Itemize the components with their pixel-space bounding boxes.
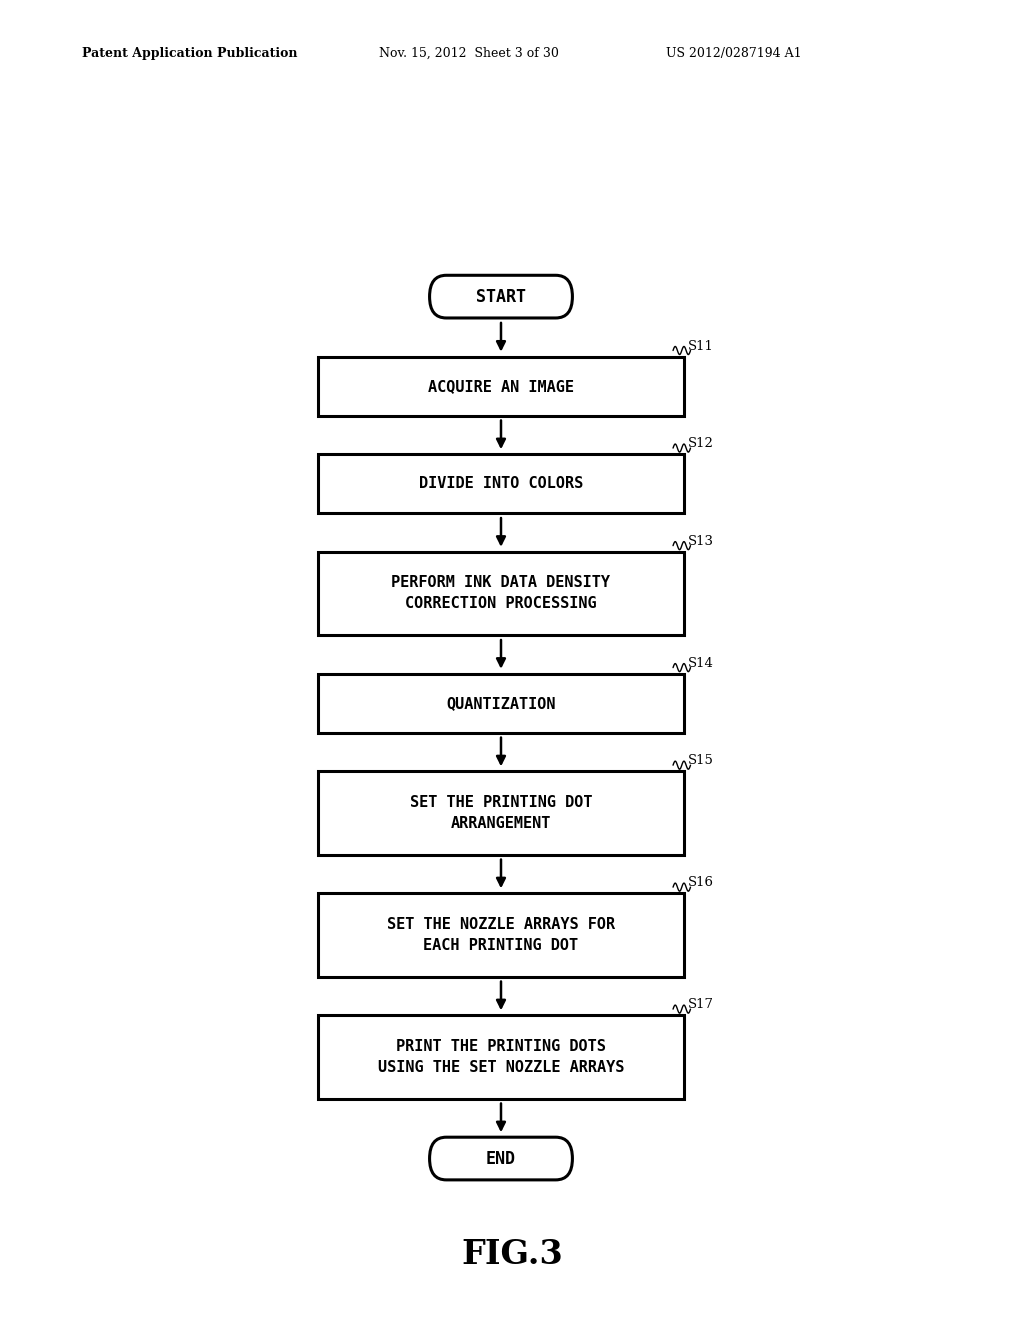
Text: Nov. 15, 2012  Sheet 3 of 30: Nov. 15, 2012 Sheet 3 of 30 (379, 46, 559, 59)
Text: QUANTIZATION: QUANTIZATION (446, 696, 556, 710)
FancyBboxPatch shape (430, 1138, 572, 1180)
Bar (318, 894, 684, 977)
Text: SET THE NOZZLE ARRAYS FOR
EACH PRINTING DOT: SET THE NOZZLE ARRAYS FOR EACH PRINTING … (387, 917, 615, 953)
Text: US 2012/0287194 A1: US 2012/0287194 A1 (666, 46, 801, 59)
Text: ACQUIRE AN IMAGE: ACQUIRE AN IMAGE (428, 379, 574, 393)
Text: S15: S15 (687, 754, 714, 767)
Text: S11: S11 (687, 339, 714, 352)
Bar (318, 1015, 684, 1098)
Bar (318, 552, 684, 635)
Text: DIVIDE INTO COLORS: DIVIDE INTO COLORS (419, 477, 583, 491)
Text: S14: S14 (687, 656, 714, 669)
Text: START: START (476, 288, 526, 306)
FancyBboxPatch shape (430, 276, 572, 318)
Text: Patent Application Publication: Patent Application Publication (82, 46, 297, 59)
Text: S13: S13 (687, 535, 714, 548)
Text: S12: S12 (687, 437, 714, 450)
Text: S17: S17 (687, 998, 714, 1011)
Text: PRINT THE PRINTING DOTS
USING THE SET NOZZLE ARRAYS: PRINT THE PRINTING DOTS USING THE SET NO… (378, 1039, 625, 1074)
Text: PERFORM INK DATA DENSITY
CORRECTION PROCESSING: PERFORM INK DATA DENSITY CORRECTION PROC… (391, 576, 610, 611)
Text: FIG.3: FIG.3 (461, 1238, 563, 1270)
Text: SET THE PRINTING DOT
ARRANGEMENT: SET THE PRINTING DOT ARRANGEMENT (410, 795, 592, 832)
Bar (318, 771, 684, 854)
Bar (318, 454, 684, 513)
Bar (318, 356, 684, 416)
Text: S16: S16 (687, 876, 714, 890)
Bar (318, 673, 684, 733)
Text: END: END (486, 1150, 516, 1167)
